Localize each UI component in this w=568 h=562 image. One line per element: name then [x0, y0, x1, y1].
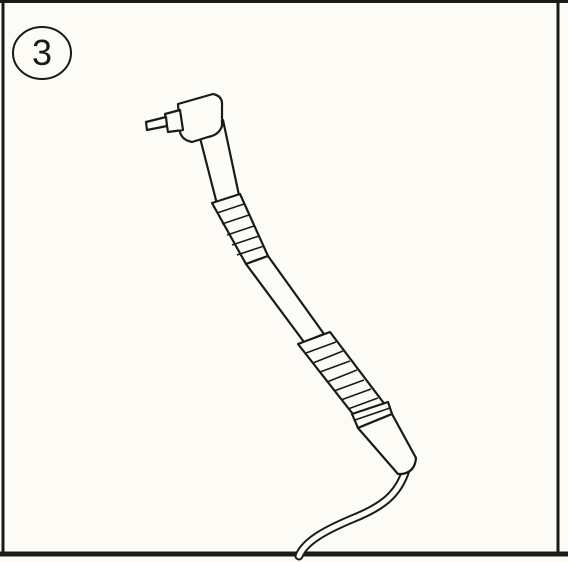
handpiece-bur-holder: [163, 108, 185, 134]
handpiece-connector: [356, 412, 418, 476]
step-badge-circle: [12, 26, 72, 80]
handpiece-lower-grip: [296, 330, 388, 420]
handpiece-hose: [294, 465, 411, 561]
handpiece-bur: [144, 115, 169, 132]
dental-handpiece-icon: [144, 92, 418, 476]
handpiece-middle-shaft: [244, 254, 326, 344]
handpiece-head: [176, 92, 224, 144]
step-number: 3: [31, 32, 53, 73]
grip-hatching: [216, 203, 391, 421]
